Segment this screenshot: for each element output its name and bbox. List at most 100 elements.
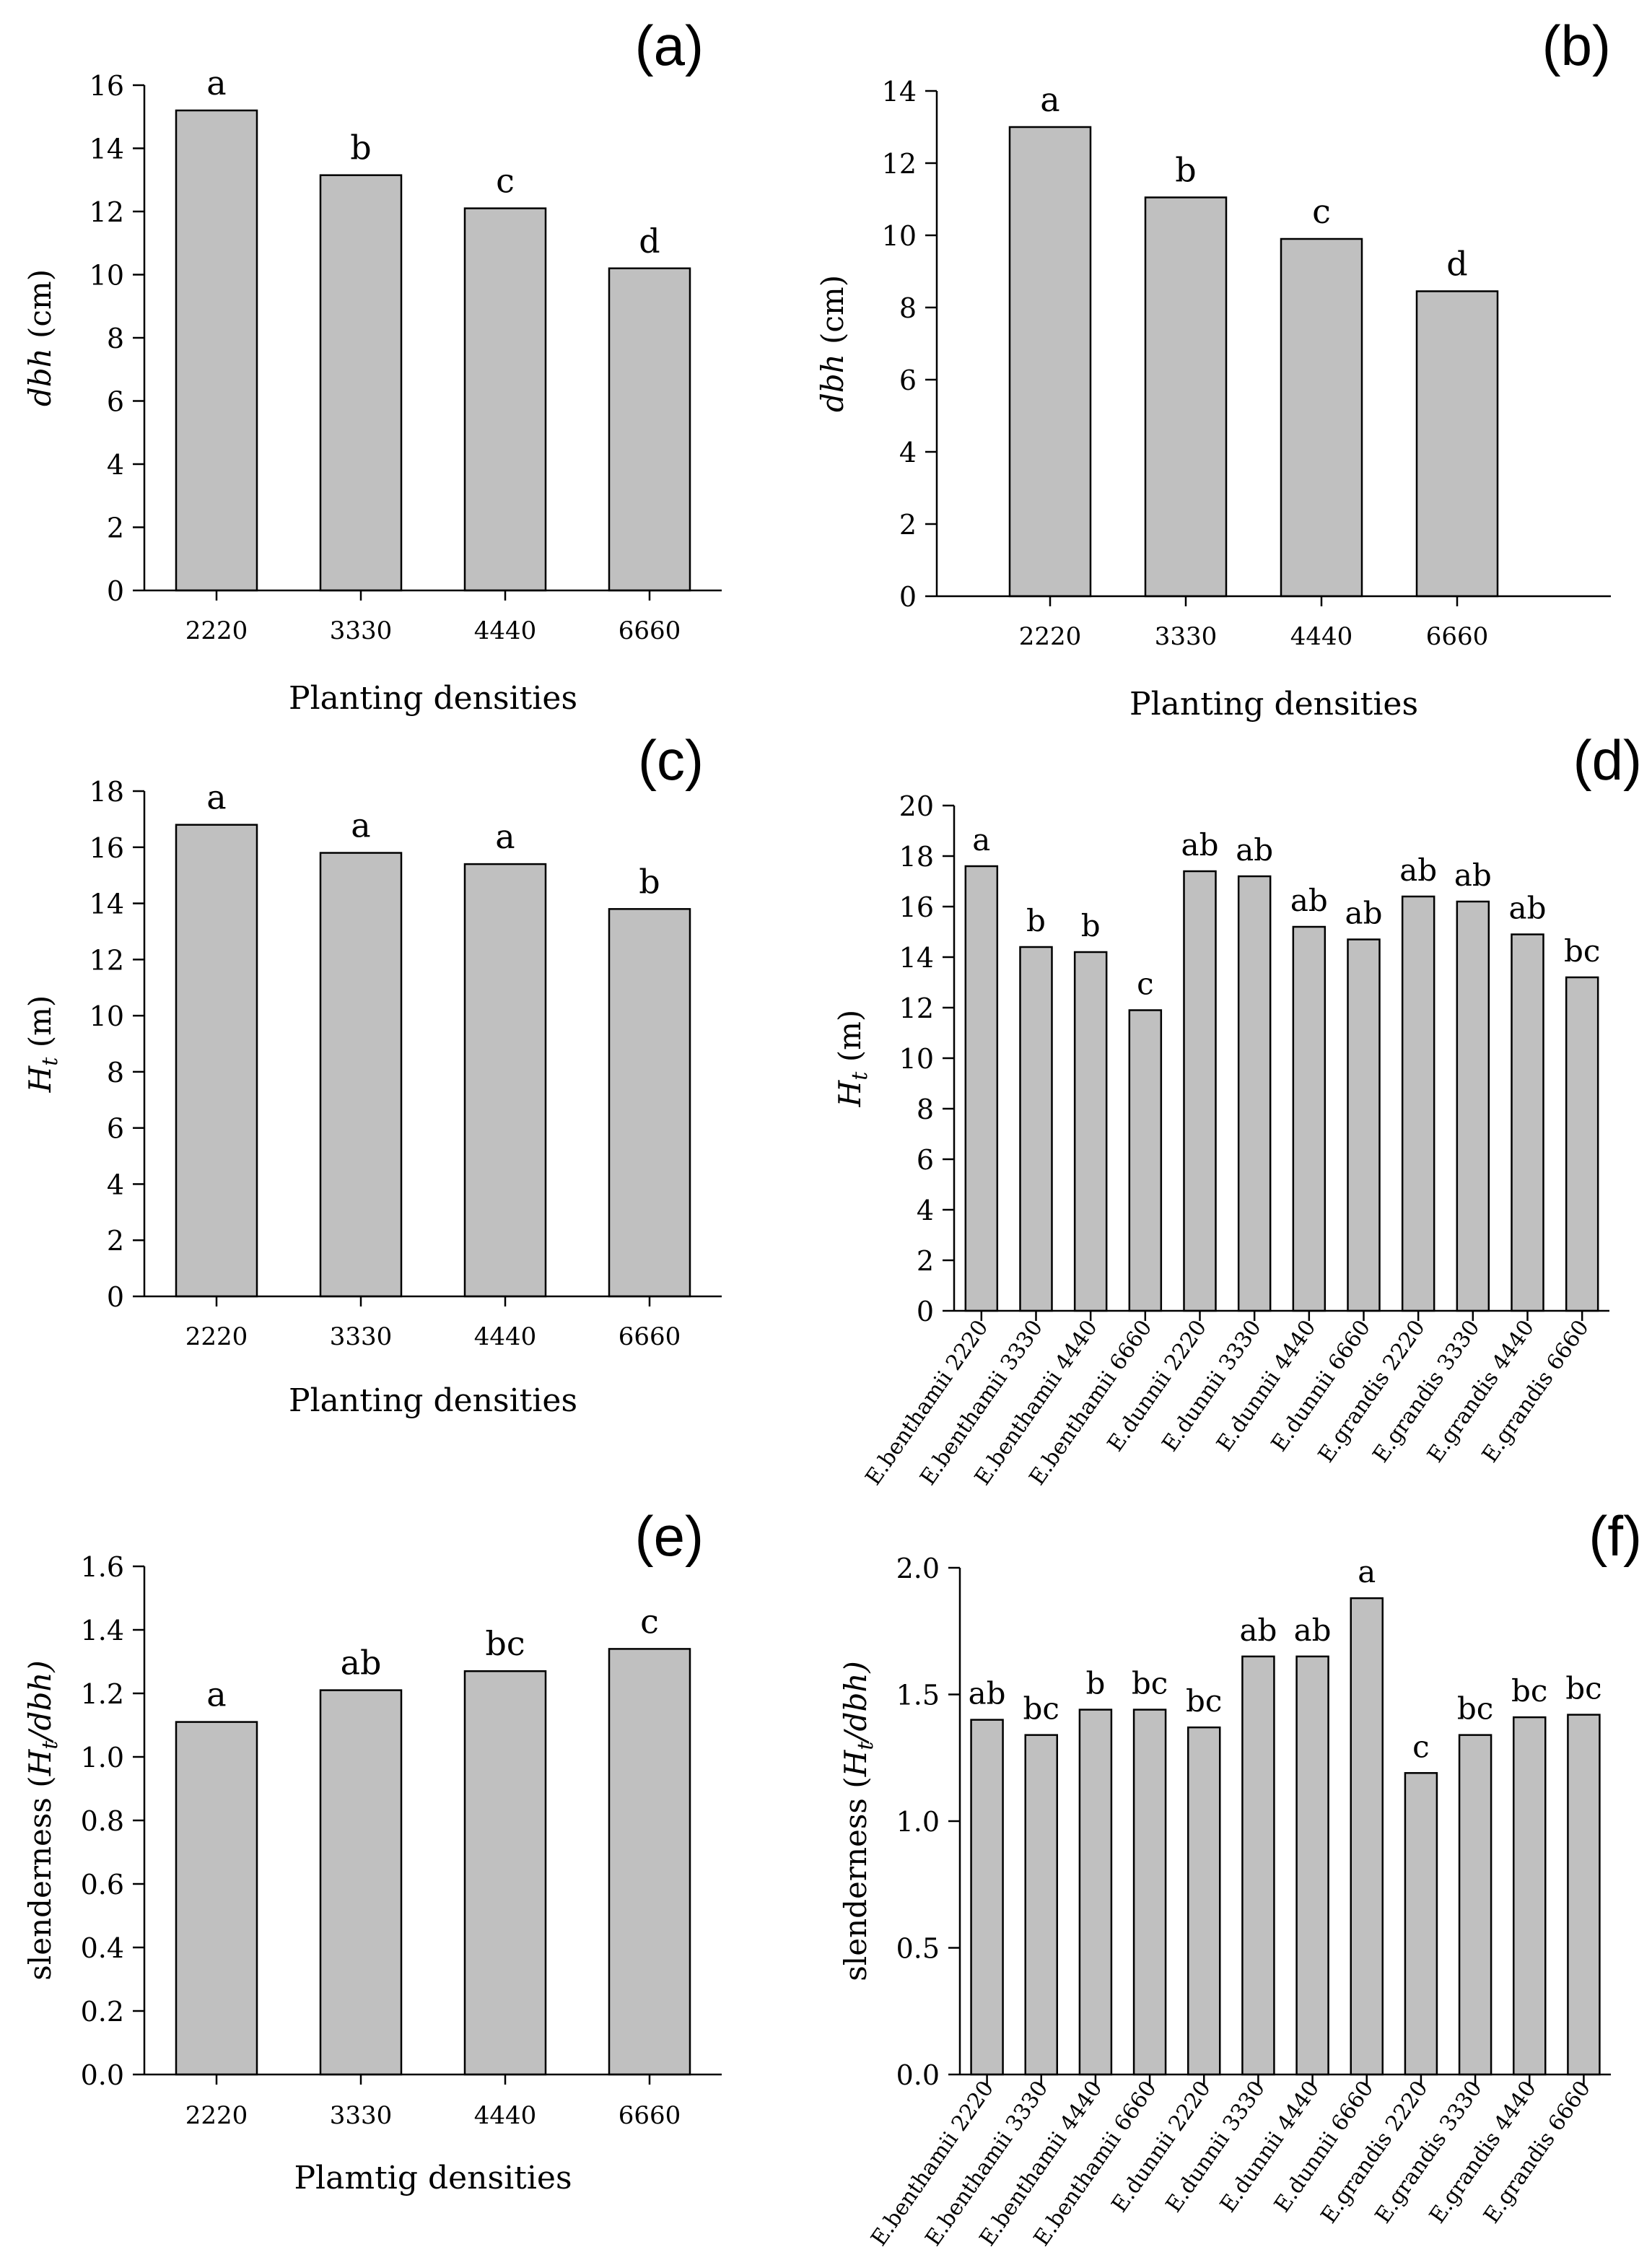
significance-letter: c: [1312, 192, 1331, 231]
significance-letter: d: [1446, 245, 1467, 284]
y-tick-label: 4: [917, 1195, 934, 1226]
y-axis-label: dbh (cm): [815, 275, 850, 412]
y-tick-label: 4: [107, 449, 124, 481]
significance-letter: bc: [1564, 933, 1600, 969]
y-tick-label: 10: [89, 1000, 124, 1032]
significance-letter: a: [972, 822, 990, 858]
significance-letter: b: [1175, 151, 1196, 190]
y-tick-label: 12: [882, 148, 917, 180]
y-tick-label: 1.0: [81, 1742, 124, 1773]
panel-label: (a): [635, 14, 704, 77]
bar: [1241, 1655, 1275, 2076]
x-tick-label: 2220: [185, 2101, 248, 2130]
x-tick-label: 6660: [1426, 622, 1489, 651]
y-tick-label: 4: [899, 437, 917, 468]
y-tick-label: 2: [899, 509, 917, 541]
bar: [608, 1648, 691, 2076]
y-label-unit: (cm): [815, 275, 850, 354]
bar: [1187, 1726, 1221, 2076]
y-tick-label: 14: [882, 76, 917, 108]
bar: [608, 908, 691, 1298]
y-tick-label: 18: [899, 841, 934, 873]
x-tick-label: 6660: [619, 2101, 681, 2130]
bar: [463, 863, 547, 1298]
y-tick-label: 0.5: [896, 1933, 940, 1965]
significance-letter: a: [1040, 80, 1059, 119]
bar: [1567, 1714, 1601, 2076]
bar: [1458, 1734, 1493, 2076]
bar: [1347, 938, 1381, 1312]
y-tick-label: 0: [917, 1296, 934, 1327]
y-label-main: slenderness (: [838, 1776, 873, 1981]
y-label-subscript: t: [38, 1057, 63, 1066]
y-label-symbol: H: [22, 1748, 58, 1776]
x-tick-label: 3330: [330, 1322, 393, 1351]
y-tick-label: 0: [899, 581, 917, 613]
bar: [1401, 895, 1435, 1312]
significance-letter: c: [1137, 967, 1154, 1002]
y-label-subscript: t: [38, 1740, 63, 1750]
y-tick-label: 16: [899, 891, 934, 923]
bar: [1237, 875, 1272, 1312]
significance-letter: ab: [1239, 1613, 1277, 1648]
y-tick-label: 14: [89, 889, 124, 920]
y-tick-label: 0.4: [81, 1932, 124, 1964]
significance-letter: bc: [1565, 1671, 1601, 1706]
significance-letter: bc: [1457, 1691, 1493, 1727]
bar: [319, 174, 403, 592]
x-tick-label: 4440: [474, 1322, 537, 1351]
significance-letter: ab: [1509, 891, 1547, 926]
bar: [1132, 1709, 1167, 2076]
significance-letter: a: [1358, 1554, 1376, 1589]
y-tick-label: 0.0: [81, 2059, 124, 2091]
y-axis-label: slenderness (Ht/dbh): [838, 1661, 878, 1981]
bar: [175, 109, 258, 592]
bar: [1280, 237, 1363, 598]
significance-letter: b: [1081, 908, 1101, 943]
y-label-main: dbh: [815, 354, 850, 412]
bar: [175, 824, 258, 1298]
panel-c: (c) a a a b 0 2 4 6 8 10 12 14 16 18 2220 3330 4440 6660 Pl…: [22, 728, 722, 1419]
x-axis-label: Plamtig densities: [294, 2160, 572, 2196]
y-tick-label: 14: [899, 942, 934, 974]
x-tick-label: E.dunnii 3330: [1157, 1316, 1266, 1457]
significance-letter: c: [1412, 1729, 1430, 1764]
x-tick-label: 4440: [474, 616, 537, 645]
significance-letter: bc: [485, 1624, 525, 1663]
y-axis-label: Ht (m): [22, 995, 63, 1094]
y-tick-label: 0: [107, 575, 124, 607]
bar: [463, 1670, 547, 2076]
y-axis-label: Ht (m): [832, 1010, 873, 1108]
bar: [608, 267, 691, 592]
x-axis-label: Planting densities: [289, 1382, 577, 1419]
significance-letter: b: [350, 128, 371, 167]
y-label-subscript: t: [853, 1741, 878, 1750]
panel-label: (d): [1573, 728, 1642, 792]
bar: [1183, 870, 1217, 1312]
bar: [319, 852, 403, 1298]
bar: [1128, 1009, 1163, 1312]
significance-letter: ab: [1181, 827, 1219, 863]
x-tick-label: 2220: [185, 1322, 248, 1351]
significance-letter: c: [496, 162, 515, 201]
significance-letter: c: [640, 1602, 659, 1641]
significance-letter: ab: [1290, 883, 1328, 918]
panel-label: (c): [638, 728, 704, 792]
y-tick-label: 0.6: [81, 1869, 124, 1901]
y-label-main: slenderness (: [22, 1776, 58, 1980]
bar: [1404, 1772, 1438, 2076]
y-tick-label: 12: [89, 196, 124, 228]
significance-letter: ab: [1236, 832, 1273, 868]
bar: [1073, 951, 1108, 1312]
y-label-unit: (cm): [22, 269, 58, 348]
significance-letter: bc: [1132, 1666, 1168, 1701]
y-tick-label: 0: [107, 1281, 124, 1313]
y-tick-label: 10: [899, 1043, 934, 1075]
y-label-main: dbh: [22, 348, 58, 406]
y-tick-label: 2: [917, 1245, 934, 1277]
x-tick-label: 6660: [619, 1322, 681, 1351]
y-tick-label: 0.8: [81, 1805, 124, 1837]
bar: [1292, 925, 1327, 1312]
y-tick-label: 16: [89, 70, 124, 102]
